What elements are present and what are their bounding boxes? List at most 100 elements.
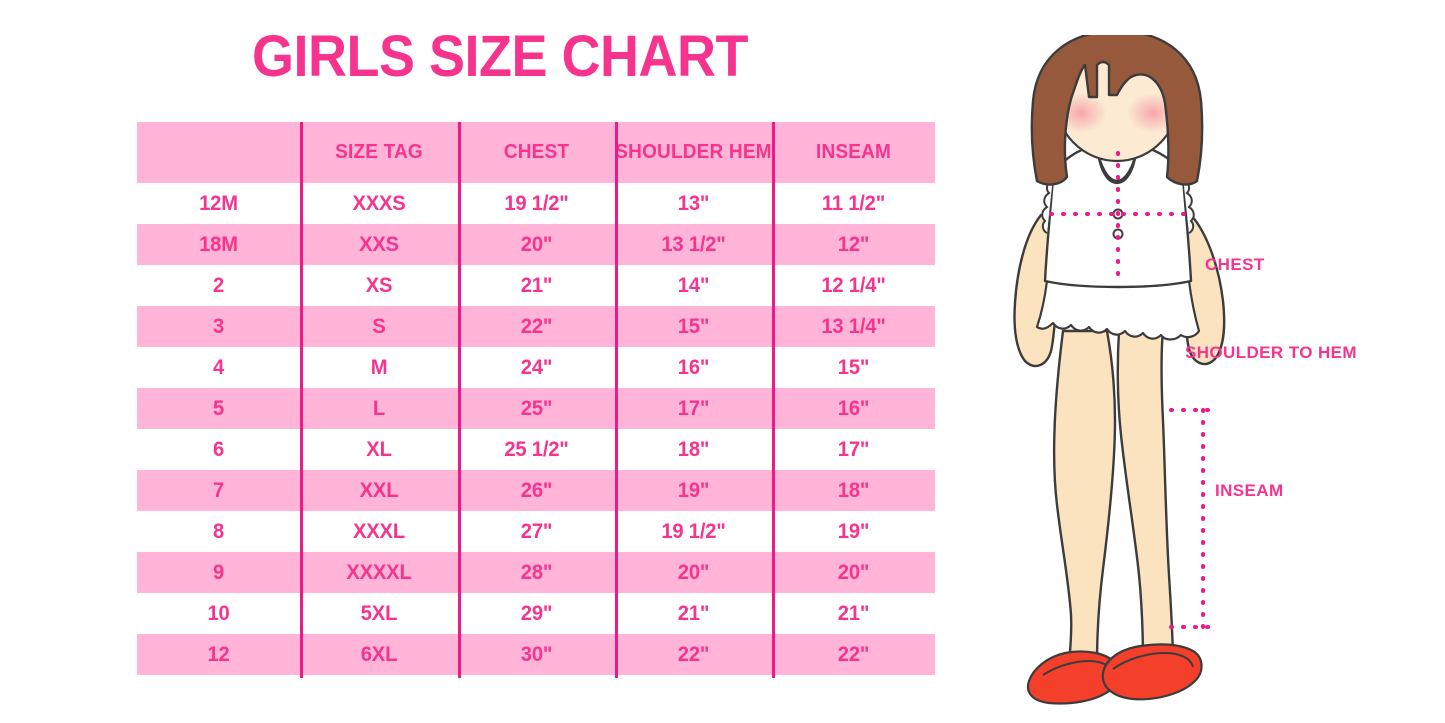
table-cell-inseam: 12 1/4" [821, 273, 886, 297]
table-cell-size: 18M [199, 232, 238, 256]
table-cell-chest: 22" [520, 314, 553, 338]
table-cell-size_tag: XL [366, 437, 392, 461]
measurement-guides [1049, 151, 1211, 629]
hair [1030, 35, 1204, 186]
page-title: GIRLS SIZE CHART [251, 24, 749, 89]
table-cell-shoulder_hem: 15" [677, 314, 710, 338]
table-cell-size: 3 [212, 314, 225, 338]
table-cell-size: 12M [199, 191, 238, 215]
table-row: 6 XL 25 1/2" 18" 17" [137, 429, 935, 470]
table-cell-shoulder_hem: 22" [677, 642, 710, 666]
inseam-bracket [1169, 408, 1211, 629]
table-cell-chest: 29" [520, 601, 553, 625]
table-row: 12 6XL 30" 22" 22" [137, 634, 935, 675]
table-cell-size_tag: XXL [359, 478, 399, 502]
table-cell-shoulder_hem: 20" [677, 560, 710, 584]
table-cell-inseam: 18" [837, 478, 870, 502]
table-cell-shoulder_hem: 21" [677, 601, 710, 625]
table-header-cell-0 [141, 122, 296, 183]
table-header-cell-1: SIZE TAG [335, 141, 423, 163]
table-cell-inseam: 11 1/2" [821, 191, 886, 215]
left-armhole-ruffle [1041, 176, 1054, 234]
table-cell-chest: 28" [520, 560, 553, 584]
inseam-label: INSEAM [1215, 481, 1284, 500]
table-cell-size_tag: XS [365, 273, 393, 297]
table-cell-chest: 24" [520, 355, 553, 379]
right-armhole-ruffle [1182, 176, 1195, 234]
table-cell-chest: 19 1/2" [504, 191, 569, 215]
table-row: 9 XXXXL 28" 20" 20" [137, 552, 935, 593]
table-cell-size_tag: L [372, 396, 386, 420]
table-row: 8 XXXL 27" 19 1/2" 19" [137, 511, 935, 552]
table-cell-inseam: 15" [837, 355, 870, 379]
table-cell-size: 7 [212, 478, 225, 502]
table-cell-chest: 27" [520, 519, 553, 543]
column-divider-1 [300, 122, 303, 678]
table-cell-size_tag: XXS [359, 232, 399, 256]
table-row: 18M XXS 20" 13 1/2" 12" [137, 224, 935, 265]
table-cell-inseam: 12" [837, 232, 870, 256]
table-cell-inseam: 17" [837, 437, 870, 461]
girl-legs-group [1052, 329, 1175, 669]
table-cell-inseam: 21" [837, 601, 870, 625]
right-leg [1116, 329, 1175, 669]
table-cell-shoulder_hem: 16" [677, 355, 710, 379]
table-cell-size: 4 [212, 355, 225, 379]
table-cell-size_tag: 6XL [360, 642, 398, 666]
shoulder-to-hem-label: SHOULDER TO HEM [1185, 343, 1357, 362]
table-cell-chest: 21" [520, 273, 553, 297]
table-cell-size_tag: XXXXL [346, 560, 412, 584]
table-row: 2 XS 21" 14" 12 1/4" [137, 265, 935, 306]
table-cell-shoulder_hem: 18" [677, 437, 710, 461]
table-row: 7 XXL 26" 19" 18" [137, 470, 935, 511]
table-cell-chest: 26" [520, 478, 553, 502]
girl-skirt-group [1035, 279, 1201, 341]
table-row: 12M XXXS 19 1/2" 13" 11 1/2" [137, 183, 935, 224]
table-cell-size_tag: S [372, 314, 386, 338]
table-row: 4 M 24" 16" 15" [137, 347, 935, 388]
column-divider-2 [458, 122, 461, 678]
table-header-cell-2: CHEST [503, 141, 570, 163]
size-table: SIZE TAG CHEST SHOULDER HEM INSEAM 12M XXXS 19… [137, 122, 935, 678]
girl-shoes-group [1026, 643, 1203, 705]
table-row: 10 5XL 29" 21" 21" [137, 593, 935, 634]
table-cell-shoulder_hem: 13" [677, 191, 710, 215]
table-cell-chest: 30" [520, 642, 553, 666]
table-cell-size_tag: M [370, 355, 388, 379]
table-header-cell-4: INSEAM [815, 141, 892, 163]
table-cell-inseam: 19" [837, 519, 870, 543]
table-cell-size_tag: XXXS [352, 191, 406, 215]
table-cell-inseam: 16" [837, 396, 870, 420]
table-cell-shoulder_hem: 19" [677, 478, 710, 502]
column-divider-4 [772, 122, 775, 678]
table-cell-size: 5 [212, 396, 225, 420]
table-cell-shoulder_hem: 14" [677, 273, 710, 297]
table-header-row: SIZE TAG CHEST SHOULDER HEM INSEAM [137, 122, 935, 183]
table-cell-size: 6 [212, 437, 225, 461]
neckline [1095, 144, 1139, 185]
table-row: 5 L 25" 17" 16" [137, 388, 935, 429]
table-cell-inseam: 13 1/4" [821, 314, 886, 338]
table-cell-size_tag: XXXL [353, 519, 405, 543]
girl-figure-illustration [985, 35, 1445, 715]
table-cell-chest: 20" [520, 232, 553, 256]
table-cell-size: 10 [207, 601, 230, 625]
column-divider-3 [615, 122, 618, 678]
table-cell-inseam: 22" [837, 642, 870, 666]
chest-label: CHEST [1205, 255, 1265, 274]
table-cell-size: 8 [212, 519, 225, 543]
table-cell-shoulder_hem: 19 1/2" [661, 519, 726, 543]
table-cell-shoulder_hem: 13 1/2" [661, 232, 726, 256]
table-cell-size: 2 [212, 273, 225, 297]
table-cell-inseam: 20" [837, 560, 870, 584]
table-cell-chest: 25" [520, 396, 553, 420]
table-cell-size_tag: 5XL [360, 601, 398, 625]
table-row: 3 S 22" 15" 13 1/4" [137, 306, 935, 347]
girl-head-group [1030, 35, 1204, 186]
table-cell-shoulder_hem: 17" [677, 396, 710, 420]
table-cell-chest: 25 1/2" [504, 437, 569, 461]
table-cell-size: 9 [212, 560, 225, 584]
table-header-cell-3: SHOULDER HEM [615, 141, 772, 163]
left-leg [1052, 329, 1117, 669]
